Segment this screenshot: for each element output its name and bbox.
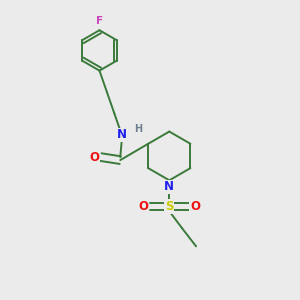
- Text: O: O: [139, 200, 148, 213]
- Text: S: S: [165, 200, 174, 213]
- Text: H: H: [134, 124, 142, 134]
- Text: F: F: [96, 16, 103, 26]
- Text: O: O: [89, 151, 99, 164]
- Text: N: N: [117, 128, 127, 141]
- Text: N: N: [164, 180, 174, 194]
- Text: O: O: [190, 200, 200, 213]
